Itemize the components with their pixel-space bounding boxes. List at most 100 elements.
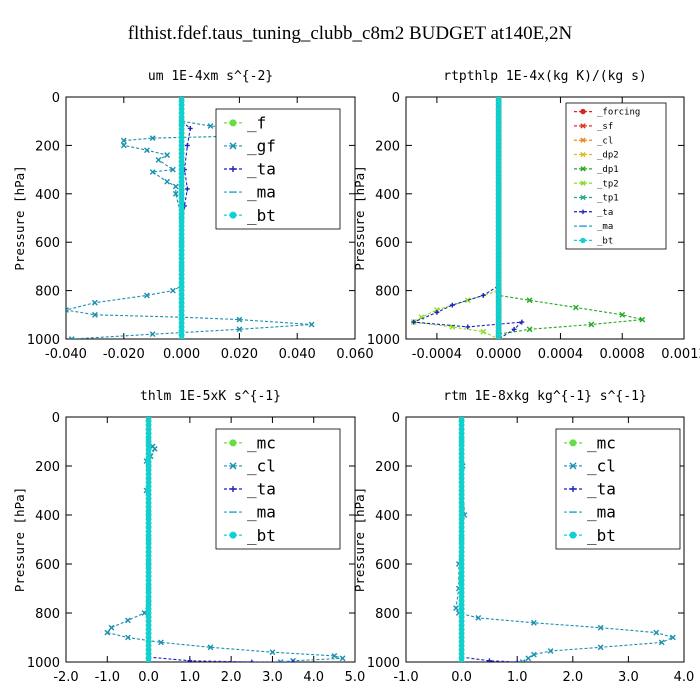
x-tick-label: 4.0 bbox=[674, 670, 695, 685]
legend-marker bbox=[580, 194, 586, 201]
y-tick-label: 400 bbox=[375, 509, 400, 524]
data-point bbox=[158, 639, 164, 646]
data-point bbox=[178, 336, 185, 339]
legend-entry: _ta bbox=[597, 208, 613, 218]
y-tick-label: 200 bbox=[375, 460, 400, 475]
data-point bbox=[511, 326, 517, 332]
legend-marker bbox=[569, 531, 577, 539]
data-point bbox=[526, 326, 533, 333]
x-tick-label: 5.0 bbox=[345, 670, 366, 685]
series-bt bbox=[495, 97, 502, 339]
y-tick-label: 800 bbox=[35, 285, 60, 300]
y-tick-label: 0 bbox=[52, 91, 60, 106]
y-tick-label: 0 bbox=[52, 411, 60, 426]
x-tick-label: 3.0 bbox=[262, 670, 283, 685]
plot-area bbox=[66, 97, 315, 339]
legend: _mc _cl _ta _ma _bt bbox=[555, 428, 681, 550]
legend-entry: _ta bbox=[247, 480, 276, 499]
y-axis-label: Pressure [hPa] bbox=[352, 165, 367, 270]
data-point bbox=[249, 659, 255, 662]
y-tick-label: 800 bbox=[375, 285, 400, 300]
data-point bbox=[141, 610, 148, 616]
y-tick-label: 1000 bbox=[367, 333, 400, 348]
y-axis-label: Pressure [hPa] bbox=[352, 487, 367, 592]
y-tick-label: 0 bbox=[392, 411, 400, 426]
legend-entry: _ma bbox=[247, 503, 276, 522]
data-point bbox=[120, 137, 127, 144]
legend-marker bbox=[229, 119, 237, 127]
data-point bbox=[597, 624, 604, 631]
data-point bbox=[530, 619, 537, 626]
legend-entry: _mc bbox=[247, 433, 276, 452]
data-point bbox=[149, 331, 156, 338]
legend-marker bbox=[580, 237, 586, 244]
data-point bbox=[453, 605, 459, 611]
legend-marker bbox=[580, 180, 586, 186]
data-point bbox=[92, 311, 98, 318]
legend-marker bbox=[580, 166, 586, 172]
x-tick-label: 0.000 bbox=[163, 347, 200, 362]
x-tick-label: -0.0004 bbox=[412, 347, 462, 362]
data-point bbox=[104, 629, 111, 636]
data-point bbox=[66, 307, 69, 313]
legend-entry: _gf bbox=[247, 137, 276, 156]
data-point bbox=[125, 617, 131, 624]
data-point bbox=[572, 304, 579, 311]
data-point bbox=[125, 634, 131, 641]
data-point bbox=[170, 287, 176, 294]
data-point bbox=[475, 615, 482, 621]
data-point bbox=[464, 297, 471, 304]
data-point bbox=[658, 639, 665, 646]
data-point bbox=[339, 655, 346, 662]
legend-marker bbox=[580, 108, 586, 115]
data-point bbox=[155, 157, 162, 163]
y-tick-label: 1000 bbox=[27, 656, 60, 671]
legend-marker bbox=[229, 142, 237, 150]
y-tick-label: 200 bbox=[375, 139, 400, 154]
series-line bbox=[66, 97, 312, 339]
data-point bbox=[207, 123, 214, 129]
y-tick-label: 600 bbox=[375, 558, 400, 573]
x-tick-label: -0.020 bbox=[103, 347, 145, 362]
legend-entry: _ma bbox=[247, 183, 276, 202]
data-point bbox=[669, 634, 676, 641]
data-point bbox=[144, 292, 150, 299]
x-tick-label: -2.0 bbox=[53, 670, 78, 685]
data-point bbox=[144, 147, 150, 154]
series-bt bbox=[178, 97, 185, 339]
data-point bbox=[449, 302, 455, 308]
x-tick-label: -1.0 bbox=[393, 670, 418, 685]
x-tick-label: 0.020 bbox=[221, 347, 258, 362]
plot-frame bbox=[405, 416, 685, 663]
series-bt bbox=[458, 417, 465, 662]
y-tick-label: 600 bbox=[375, 236, 400, 251]
x-tick-label: 0.040 bbox=[279, 347, 316, 362]
data-point bbox=[151, 445, 158, 452]
data-point bbox=[597, 644, 604, 651]
legend-marker bbox=[229, 531, 237, 539]
legend-marker bbox=[230, 166, 236, 172]
x-tick-label: 2.0 bbox=[562, 670, 583, 685]
data-point bbox=[519, 319, 525, 325]
data-point bbox=[184, 143, 190, 148]
x-tick-label: -1.0 bbox=[95, 670, 120, 685]
x-tick-label: 0.0 bbox=[138, 670, 159, 685]
legend-entry: _cl bbox=[597, 136, 613, 146]
y-tick-label: 400 bbox=[375, 188, 400, 203]
x-tick-label: -0.040 bbox=[45, 347, 87, 362]
series-bt bbox=[145, 417, 152, 662]
x-tick-label: 0.0 bbox=[451, 670, 472, 685]
legend-box bbox=[565, 102, 667, 250]
x-tick-label: 0.0012 bbox=[661, 347, 700, 362]
y-tick-label: 1000 bbox=[27, 333, 60, 348]
panel-title: rtpthlp 1E-4x(kg K)/(kg s) bbox=[443, 69, 647, 84]
data-point bbox=[149, 135, 156, 142]
legend-marker bbox=[229, 439, 237, 447]
x-tick-label: 0.0004 bbox=[538, 347, 584, 362]
data-point bbox=[458, 659, 465, 662]
data-point bbox=[619, 311, 626, 318]
y-tick-label: 600 bbox=[35, 558, 60, 573]
legend-entry: _ta bbox=[587, 480, 616, 499]
panel-title: rtm 1E-8xkg kg^{-1} s^{-1} bbox=[443, 389, 647, 404]
